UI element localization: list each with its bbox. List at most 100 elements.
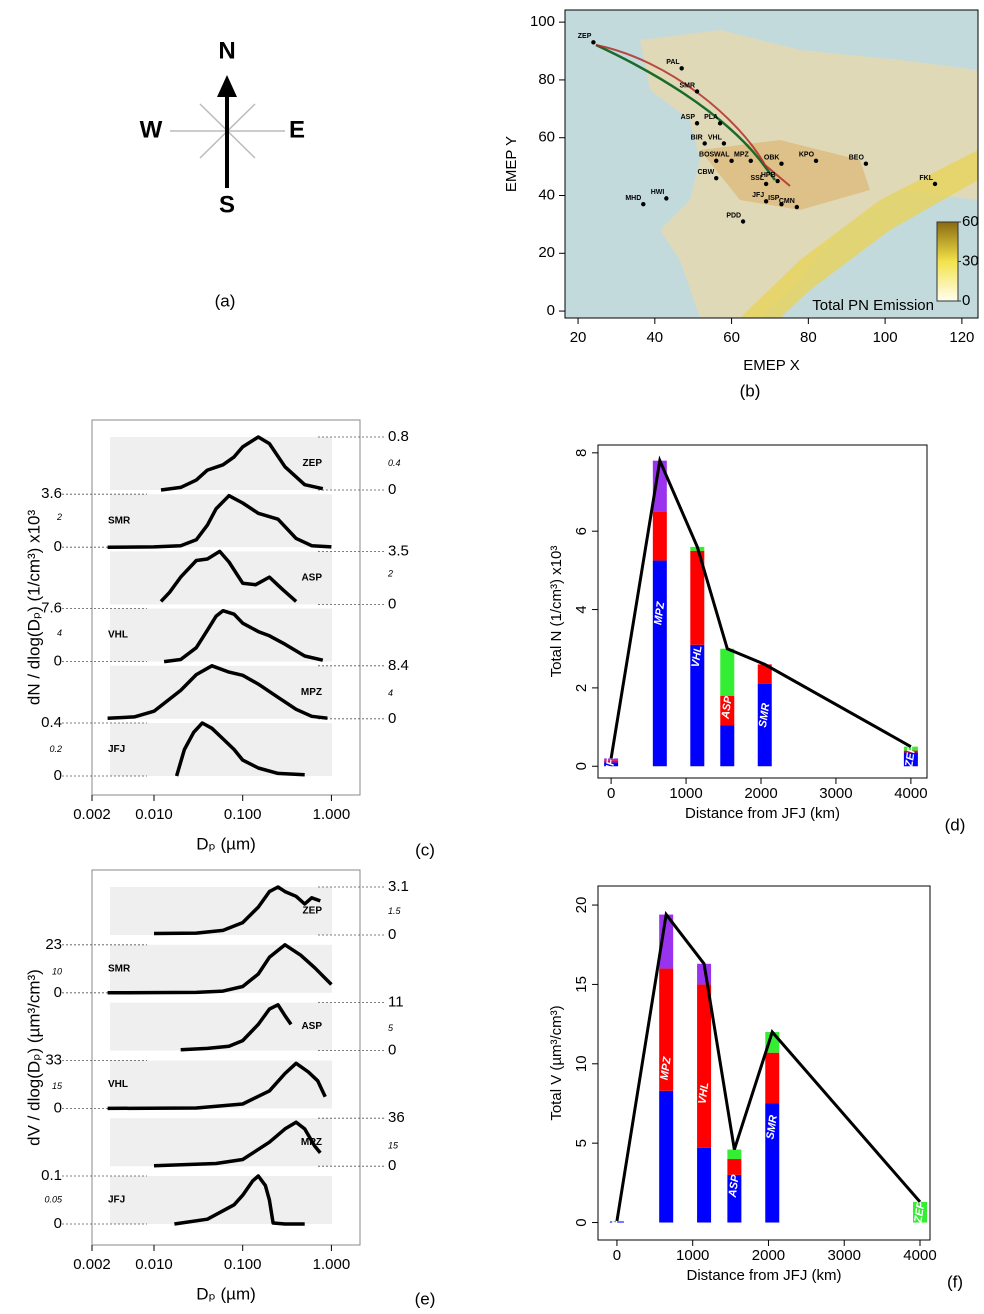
station — [779, 161, 784, 166]
bar-segment — [757, 683, 772, 767]
panel-label: (f) — [947, 1272, 963, 1291]
x-tick-label: 40 — [646, 329, 663, 346]
y-tick-label: 10 — [573, 1055, 590, 1072]
station-label: CMN — [779, 198, 795, 205]
bar-segment — [912, 1201, 927, 1223]
x-tick-label: 100 — [873, 329, 898, 346]
bar-label: VHL — [690, 645, 705, 669]
y-tick-label: 80 — [538, 71, 555, 88]
panel-band — [110, 1060, 332, 1109]
emission-band — [740, 150, 978, 318]
distribution-curve — [160, 435, 324, 492]
x-tick-label: 0 — [607, 785, 615, 802]
total-line — [609, 455, 912, 759]
x-tick-label: 1.000 — [313, 1256, 351, 1273]
bar-segment — [727, 1174, 742, 1223]
station-label: PAL — [666, 59, 680, 66]
y-tick-label: 20 — [573, 897, 590, 914]
station-label: BOS — [699, 152, 715, 159]
distribution-curve — [174, 1174, 305, 1226]
y-tick-label: 3.5 — [388, 542, 409, 559]
x-tick-label: 0.010 — [135, 806, 173, 823]
bar-segment — [652, 560, 667, 767]
colorbar-tick-label: 0 — [962, 292, 970, 309]
station — [702, 141, 707, 146]
station — [863, 161, 869, 166]
y-tick-label: 0.4 — [388, 458, 401, 468]
distribution-curve — [107, 493, 332, 549]
bar-segment — [690, 550, 705, 645]
panel-band — [110, 551, 332, 605]
plot-frame — [597, 444, 928, 779]
bar-label: MPZ — [652, 600, 667, 626]
bar-segment — [903, 750, 918, 753]
distribution-curve — [107, 1061, 327, 1111]
bar-segment — [765, 1103, 780, 1223]
bar-segment — [757, 664, 772, 684]
station-label: PDD — [726, 212, 741, 219]
bar-segment — [727, 1159, 742, 1175]
station — [679, 66, 684, 71]
bar-segment — [903, 746, 918, 751]
panel-band — [110, 723, 332, 776]
panel-name: ZEP — [303, 906, 323, 917]
station — [694, 89, 700, 94]
station-label: HWI — [651, 189, 665, 196]
y-tick-label: 0.8 — [388, 428, 409, 445]
bar-label: SMR — [757, 702, 772, 728]
station — [714, 175, 719, 181]
distribution-curve — [153, 1120, 322, 1168]
bar-label: ASP — [720, 695, 735, 721]
bar-segment — [659, 968, 674, 1091]
y-tick-label: 0 — [388, 1157, 396, 1174]
y-tick-label: 5 — [573, 1139, 590, 1147]
y-tick-label: 33 — [45, 1051, 62, 1068]
north: N — [218, 37, 235, 64]
y-tick-label: 0 — [54, 767, 62, 784]
map-background — [565, 10, 978, 318]
y-tick-label: 3.1 — [388, 878, 409, 895]
station-label: ZEP — [578, 33, 592, 40]
station-label: HPB — [761, 172, 776, 179]
y-tick-label: 0 — [54, 653, 62, 670]
panel-name: MPZ — [301, 687, 322, 698]
station — [794, 204, 800, 210]
panel-name: SMR — [108, 963, 131, 974]
y-tick-label: 0 — [54, 1099, 62, 1116]
bar-label: ASP — [727, 1173, 742, 1199]
bar-label: ZEP — [912, 1200, 927, 1225]
distribution-curve — [174, 721, 305, 777]
y-tick-label: 15 — [388, 1141, 399, 1151]
y-tick-label: 0.05 — [44, 1194, 63, 1204]
station — [714, 158, 719, 164]
station-label: CBW — [698, 169, 715, 176]
panel-label: (c) — [415, 840, 435, 859]
compass: N S W E — [140, 37, 305, 218]
panel-name: VHL — [108, 630, 128, 641]
plot-frame — [91, 419, 361, 796]
station-label: BEO — [849, 155, 865, 162]
arrow-head — [217, 75, 237, 97]
total-line — [615, 910, 922, 1222]
x-axis-label: Dₚ (µm) — [196, 1284, 256, 1303]
y-tick-label: 0 — [573, 762, 590, 770]
trajectory — [595, 43, 776, 181]
x-tick-label: 20 — [570, 329, 587, 346]
y-tick-label: 0.1 — [41, 1167, 62, 1184]
west: W — [140, 116, 163, 143]
bar-segment — [609, 1221, 624, 1223]
south: S — [219, 191, 235, 218]
y-tick-label: 15 — [52, 1081, 63, 1091]
bar-segment — [720, 725, 735, 767]
panel-band — [110, 1176, 332, 1224]
bar-segment — [604, 762, 619, 767]
panel-label: (d) — [945, 815, 966, 834]
station — [779, 201, 784, 207]
panel-label: (b) — [740, 381, 761, 400]
x-axis-label: Distance from JFJ (km) — [685, 805, 840, 822]
station — [748, 158, 753, 164]
bar-segment — [659, 1090, 674, 1223]
plot-frame — [91, 869, 361, 1246]
x-tick-label: 0.002 — [73, 1256, 111, 1273]
distribution-curve — [180, 1003, 293, 1052]
